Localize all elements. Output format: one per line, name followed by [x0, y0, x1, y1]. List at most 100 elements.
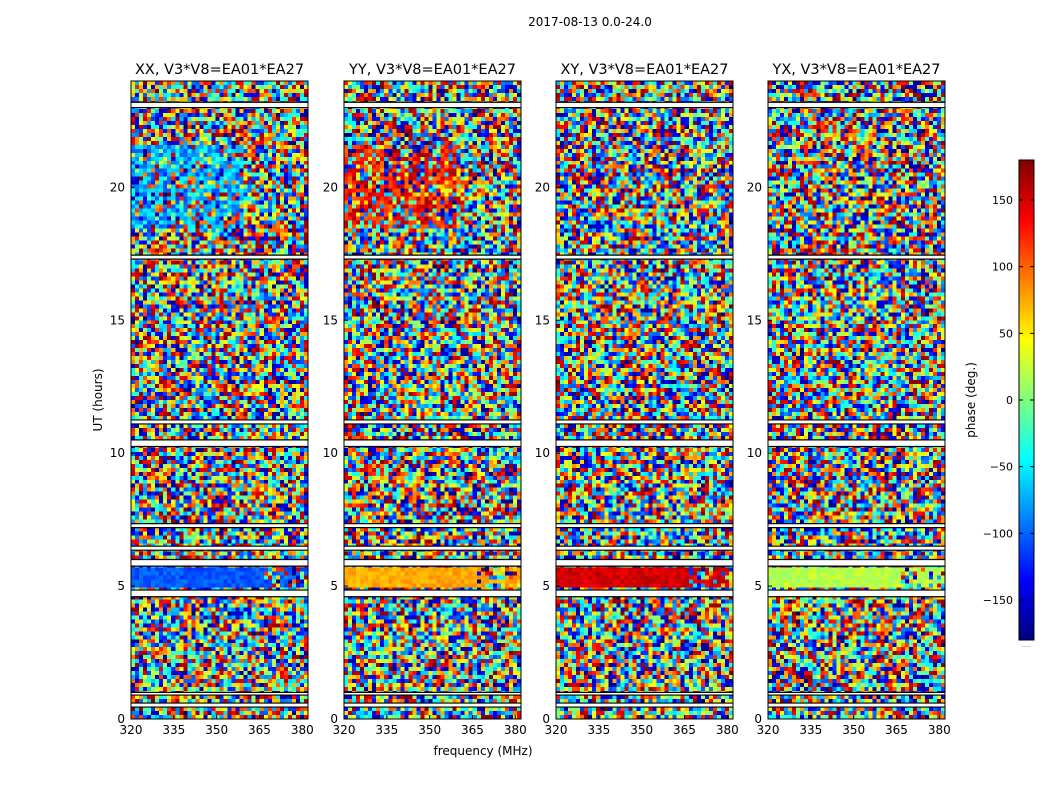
phase-panel: XX, V3*V8=EA01*EA27 320 335 350 365 380 0 5 10 15…	[110, 62, 314, 737]
panel-title: YY, V3*V8=EA01*EA27	[348, 62, 516, 78]
y-tick-label: 20	[747, 180, 762, 194]
flagged-band	[556, 703, 733, 708]
colorbar-footer: .....	[1021, 642, 1031, 649]
y-tick-label: 15	[110, 313, 125, 327]
panel-title: XY, V3*V8=EA01*EA27	[560, 62, 728, 78]
y-tick-label: 15	[323, 313, 338, 327]
y-axis-label: UT (hours)	[91, 368, 105, 431]
flagged-band	[344, 703, 521, 708]
x-tick-label: 365	[885, 723, 908, 737]
colorbar-tick-label: −50	[990, 461, 1013, 474]
x-tick-label: 320	[120, 723, 143, 737]
x-tick-label: 365	[461, 723, 484, 737]
flagged-band	[768, 703, 945, 708]
panel-title: YX, V3*V8=EA01*EA27	[771, 62, 940, 78]
x-tick-label: 320	[333, 723, 356, 737]
flagged-band	[344, 546, 521, 551]
colorbar-tick-label: 0	[1006, 394, 1013, 407]
flagged-band	[768, 559, 945, 567]
flagged-band	[768, 419, 945, 424]
y-tick-label: 15	[747, 313, 762, 327]
x-tick-label: 380	[291, 723, 314, 737]
flagged-band	[131, 590, 308, 597]
panel-title: XX, V3*V8=EA01*EA27	[135, 62, 304, 78]
y-tick-label: 0	[754, 712, 762, 726]
flagged-band	[344, 559, 521, 567]
flagged-band	[556, 439, 733, 447]
y-tick-label: 20	[323, 180, 338, 194]
panels-group: XX, V3*V8=EA01*EA27 320 335 350 365 380 0 5 10 15…	[110, 62, 951, 737]
y-tick-label: 10	[747, 446, 762, 460]
x-tick-label: 365	[673, 723, 696, 737]
flagged-band	[768, 439, 945, 447]
y-tick-label: 5	[754, 579, 762, 593]
x-tick-label: 335	[375, 723, 398, 737]
flagged-band	[556, 692, 733, 696]
colorbar-tick-label: 50	[999, 327, 1013, 340]
flagged-band	[344, 419, 521, 424]
flagged-band	[131, 102, 308, 108]
flagged-band	[131, 439, 308, 447]
x-tick-label: 365	[248, 723, 271, 737]
phase-panel: YY, V3*V8=EA01*EA27 320 335 350 365 380 0 5 10 15…	[323, 62, 527, 737]
x-tick-label: 380	[928, 723, 951, 737]
panel-frame	[343, 80, 522, 720]
x-tick-label: 335	[162, 723, 185, 737]
flagged-band	[556, 546, 733, 551]
phase-heatmap-image	[131, 81, 308, 719]
phase-panel: YX, V3*V8=EA01*EA27 320 335 350 365 380 0 5 10 15…	[747, 62, 951, 737]
y-tick-label: 10	[323, 446, 338, 460]
colorbar-tick-label: −100	[983, 527, 1013, 540]
x-tick-label: 335	[799, 723, 822, 737]
figure-title: 2017-08-13 0.0-24.0	[528, 15, 652, 29]
x-tick-label: 380	[504, 723, 527, 737]
flagged-band	[556, 419, 733, 424]
flagged-band	[131, 559, 308, 567]
y-tick-label: 20	[535, 180, 550, 194]
colorbar-tick-label: 100	[992, 261, 1013, 274]
x-tick-label: 320	[757, 723, 780, 737]
x-tick-label: 350	[205, 723, 228, 737]
panel-frame	[555, 80, 734, 720]
panel-frame	[767, 80, 946, 720]
flagged-band	[344, 590, 521, 597]
x-tick-label: 380	[716, 723, 739, 737]
y-tick-label: 0	[117, 712, 125, 726]
y-tick-label: 0	[330, 712, 338, 726]
colorbar-tick-label: −150	[983, 594, 1013, 607]
flagged-band	[344, 692, 521, 696]
flagged-band	[131, 546, 308, 551]
y-tick-label: 5	[542, 579, 550, 593]
phase-heatmap-image	[556, 81, 733, 719]
x-tick-label: 350	[418, 723, 441, 737]
flagged-band	[344, 439, 521, 447]
flagged-band	[131, 419, 308, 424]
x-axis-label: frequency (MHz)	[433, 744, 532, 758]
flagged-band	[768, 692, 945, 696]
flagged-band	[556, 102, 733, 108]
flagged-band	[768, 102, 945, 108]
phase-heatmap-image	[344, 81, 521, 719]
flagged-band	[131, 523, 308, 528]
colorbar-tick-label: 150	[992, 194, 1013, 207]
x-tick-label: 320	[545, 723, 568, 737]
y-tick-label: 5	[117, 579, 125, 593]
flagged-band	[344, 523, 521, 528]
x-tick-label: 350	[842, 723, 865, 737]
flagged-band	[556, 255, 733, 260]
flagged-band	[556, 523, 733, 528]
x-tick-label: 335	[587, 723, 610, 737]
flagged-band	[556, 590, 733, 597]
flagged-band	[344, 255, 521, 260]
colorbar: 150 100 50 0 −50 −100 −150	[983, 159, 1035, 641]
y-tick-label: 0	[542, 712, 550, 726]
phase-heatmap-image	[768, 81, 945, 719]
flagged-band	[768, 523, 945, 528]
y-tick-label: 20	[110, 180, 125, 194]
flagged-band	[768, 255, 945, 260]
y-tick-label: 10	[535, 446, 550, 460]
panel-frame	[130, 80, 309, 720]
flagged-band	[768, 546, 945, 551]
y-tick-label: 5	[330, 579, 338, 593]
